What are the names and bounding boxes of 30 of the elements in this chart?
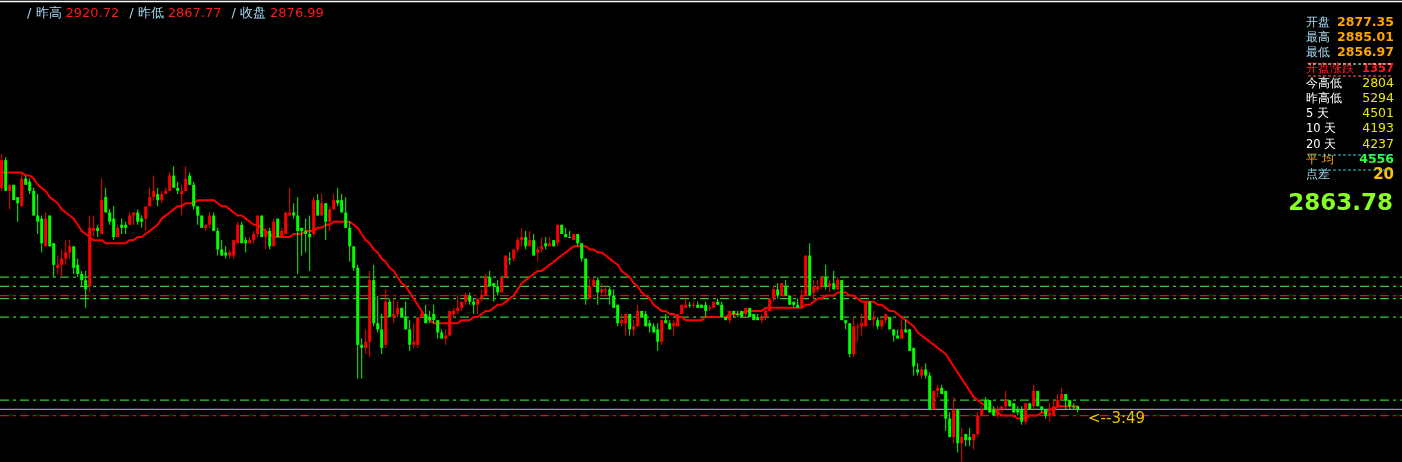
text: 点差 [1306,167,1330,181]
text: 2867.77 [167,5,222,20]
text: 5 天 [1306,106,1329,121]
text: 5294 [1362,90,1395,105]
text: 2804 [1362,74,1395,90]
text: 昨高低 [1306,91,1342,105]
text: 1357 [1361,60,1394,75]
text: <--3:49 [1088,409,1146,427]
text: 4237 [1362,135,1394,151]
text: 2863.78 [1288,189,1393,215]
text: 4193 [1362,120,1394,136]
text: 今高低 [1306,75,1342,90]
text: 2876.99 [270,5,324,20]
text: 开盘涨跌 [1306,60,1354,75]
text: 2885.01 [1337,29,1394,45]
text: 2877.35 [1337,14,1394,29]
text: / 收盘 [231,5,267,20]
text: 平 均 [1306,151,1334,166]
text: 开盘 [1306,15,1330,29]
text: / 昨高 [27,5,62,20]
text: 2920.72 [65,5,120,20]
text: 2856.97 [1337,44,1394,60]
text: 20 天 [1306,136,1337,151]
text: 最低 [1306,45,1330,60]
text: 4501 [1362,105,1394,121]
text: 20 [1373,165,1394,183]
text: 10 天 [1306,121,1337,136]
text: / 昨低 [129,5,164,20]
text: 最高 [1306,30,1330,45]
text: 4556 [1359,150,1395,166]
